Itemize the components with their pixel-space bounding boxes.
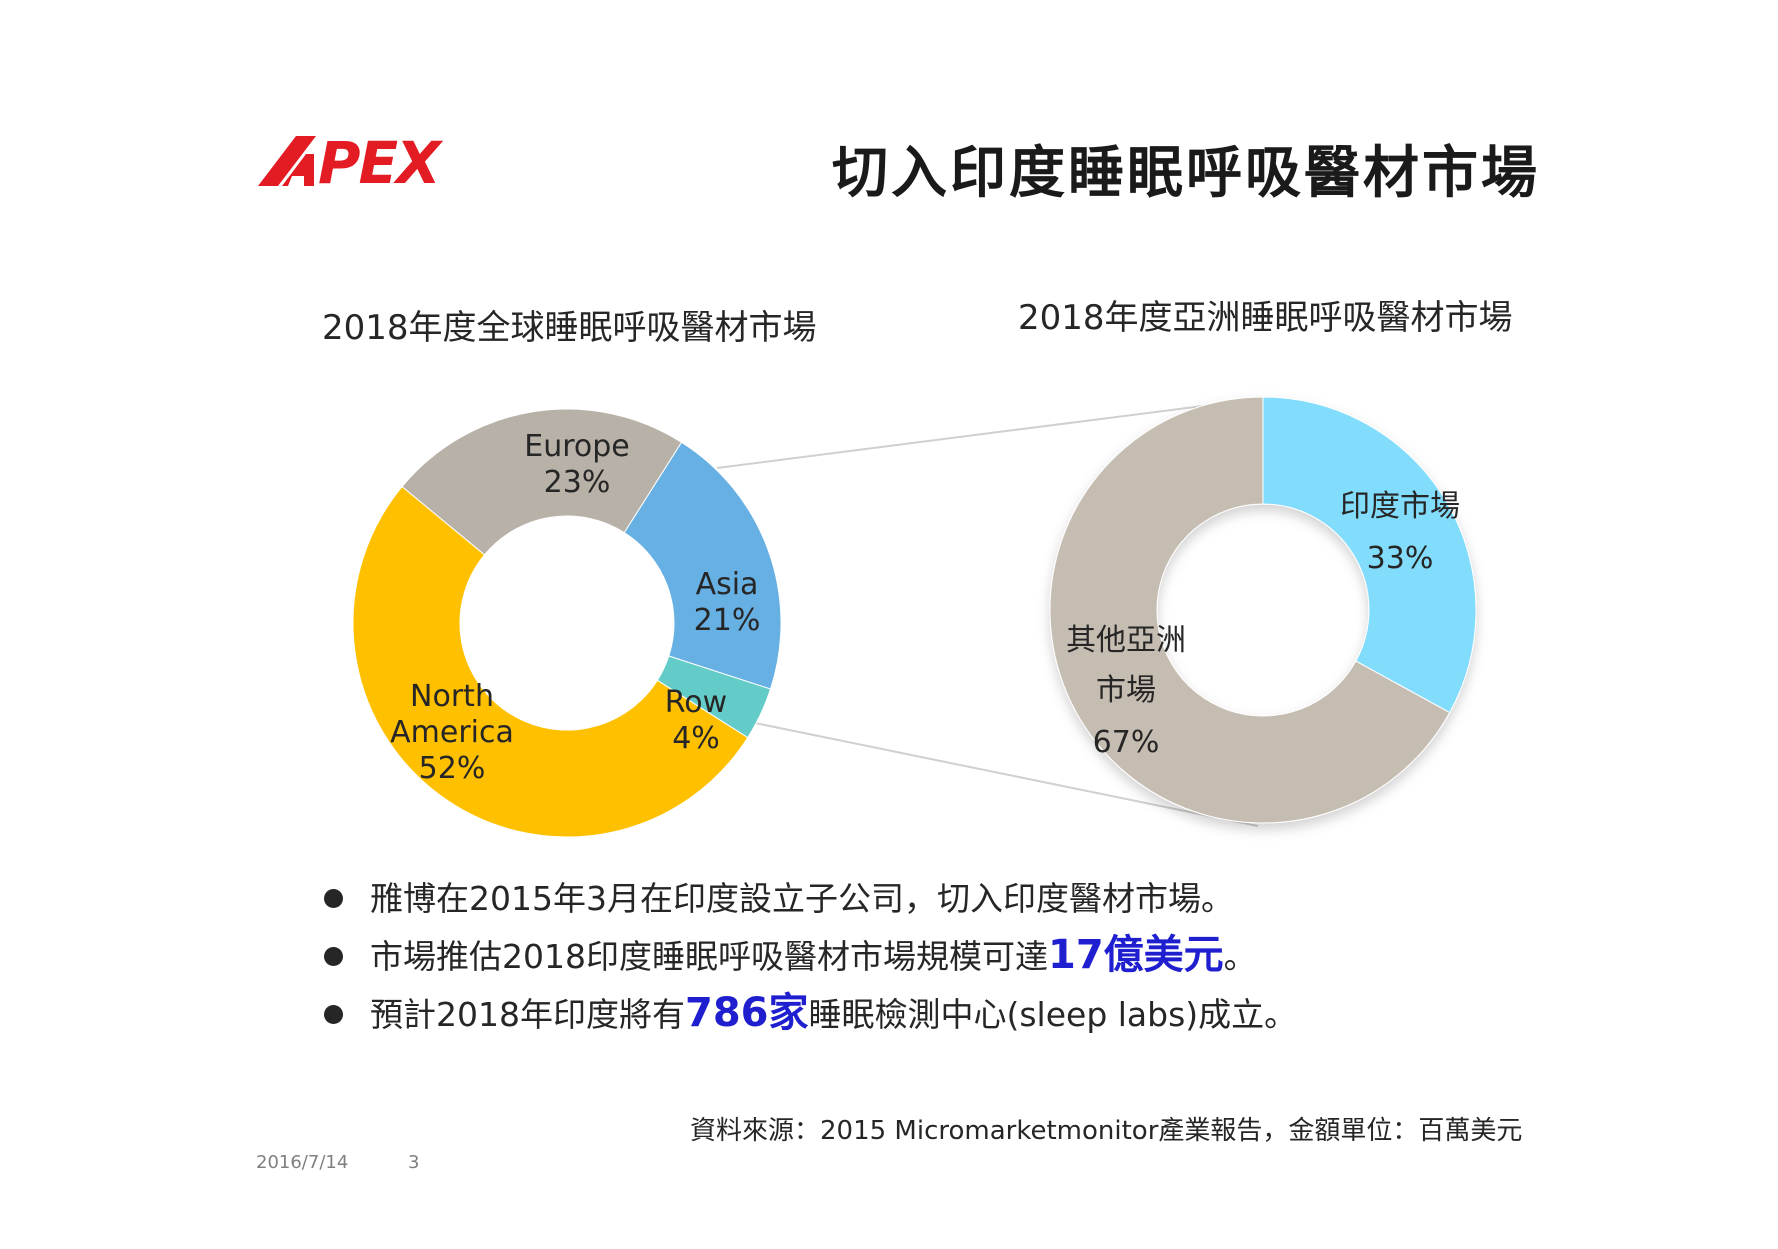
slice-label-asia-value: 21% bbox=[694, 603, 761, 638]
bullet-dot bbox=[324, 947, 343, 966]
global-donut-labels: Europe 23% Asia 21% Row 4% North America… bbox=[390, 429, 760, 786]
slice-label-europe-value: 23% bbox=[544, 465, 611, 500]
bullet-highlight: 17億美元 bbox=[1047, 932, 1224, 978]
page-number: 3 bbox=[408, 1152, 420, 1173]
asia-donut-chart bbox=[1049, 396, 1477, 824]
global-slice-europe bbox=[401, 408, 683, 556]
slice-label-row-value: 4% bbox=[672, 721, 720, 756]
bullet-highlight: 786家 bbox=[684, 990, 809, 1036]
bullet-text: 預計2018年印度將有 bbox=[370, 995, 685, 1034]
global-slice-north-america bbox=[352, 485, 749, 838]
page-title: 切入印度睡眠呼吸醫材市場 bbox=[832, 141, 1540, 206]
apex-logo: PEX bbox=[258, 136, 446, 186]
slice-label-asia-name: Asia bbox=[696, 567, 759, 602]
slice-label-europe-name: Europe bbox=[524, 429, 630, 464]
bullet-text: 市場推估2018印度睡眠呼吸醫材市場規模可達 bbox=[370, 937, 1048, 976]
slice-label-other-asia-value: 67% bbox=[1093, 725, 1160, 760]
asia-donut-labels: 印度市場 33% 其他亞洲 市場 67% bbox=[1066, 489, 1460, 760]
bullet-text-end: 。 bbox=[1223, 937, 1257, 976]
global-donut-chart bbox=[352, 408, 782, 838]
bullet-item: 市場推估2018印度睡眠呼吸醫材市場規模可達17億美元。 bbox=[322, 926, 1622, 984]
bullet-dot bbox=[324, 1005, 343, 1024]
svg-text:PEX: PEX bbox=[318, 136, 444, 186]
slice-label-row-name: Row bbox=[665, 685, 727, 720]
bullet-item: 雃博在2015年3月在印度設立子公司，切入印度醫材市場。 bbox=[322, 868, 1622, 926]
bullet-text: 雃博在2015年3月在印度設立子公司，切入印度醫材市場。 bbox=[370, 879, 1234, 918]
slice-label-north-america-value: 52% bbox=[419, 751, 486, 786]
bullet-item: 預計2018年印度將有786家睡眠檢測中心(sleep labs)成立。 bbox=[322, 984, 1622, 1042]
asia-slice-其他亞洲市場 bbox=[1049, 396, 1451, 824]
slice-label-india-name: 印度市場 bbox=[1340, 489, 1460, 524]
bullet-dot bbox=[324, 889, 343, 908]
slice-label-india-value: 33% bbox=[1367, 541, 1434, 576]
global-slice-asia bbox=[623, 441, 782, 690]
connector-line-top bbox=[716, 397, 1266, 469]
bullet-list: 雃博在2015年3月在印度設立子公司，切入印度醫材市場。 市場推估2018印度睡… bbox=[322, 868, 1622, 1042]
slice-label-north-america-name-line1: North bbox=[410, 679, 494, 714]
slice-label-north-america-name-line2: America bbox=[390, 715, 514, 750]
connector-line-bottom bbox=[749, 721, 1259, 827]
source-note: 資料來源：2015 Micromarketmonitor產業報告，金額單位：百萬… bbox=[690, 1116, 1523, 1146]
global-chart-title: 2018年度全球睡眠呼吸醫材市場 bbox=[322, 308, 817, 348]
slice-label-other-asia-name-line1: 其他亞洲 bbox=[1066, 623, 1186, 658]
footer-date: 2016/7/14 bbox=[256, 1152, 349, 1173]
bullet-text-end: 睡眠檢測中心(sleep labs)成立。 bbox=[808, 995, 1298, 1034]
asia-slice-印度市場 bbox=[1262, 396, 1477, 714]
slice-label-other-asia-name-line2: 市場 bbox=[1096, 673, 1156, 708]
asia-chart-title: 2018年度亞洲睡眠呼吸醫材市場 bbox=[1018, 298, 1513, 338]
